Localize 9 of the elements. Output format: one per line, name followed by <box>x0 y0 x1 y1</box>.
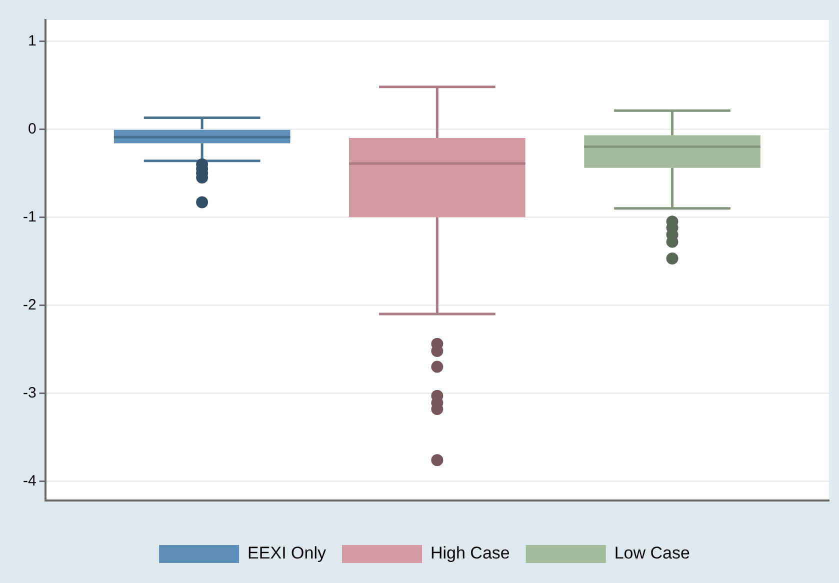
y-tick-label: 1 <box>28 32 36 50</box>
legend-label: High Case <box>430 544 510 563</box>
y-tick-label: 0 <box>28 120 36 138</box>
y-tick-label: -2 <box>22 296 36 314</box>
y-tick-label: -1 <box>22 208 36 226</box>
y-tick-label: -4 <box>22 472 36 490</box>
legend-label: Low Case <box>614 544 690 563</box>
y-tick-label: -3 <box>22 384 36 402</box>
legend-label: EEXI Only <box>248 544 326 563</box>
